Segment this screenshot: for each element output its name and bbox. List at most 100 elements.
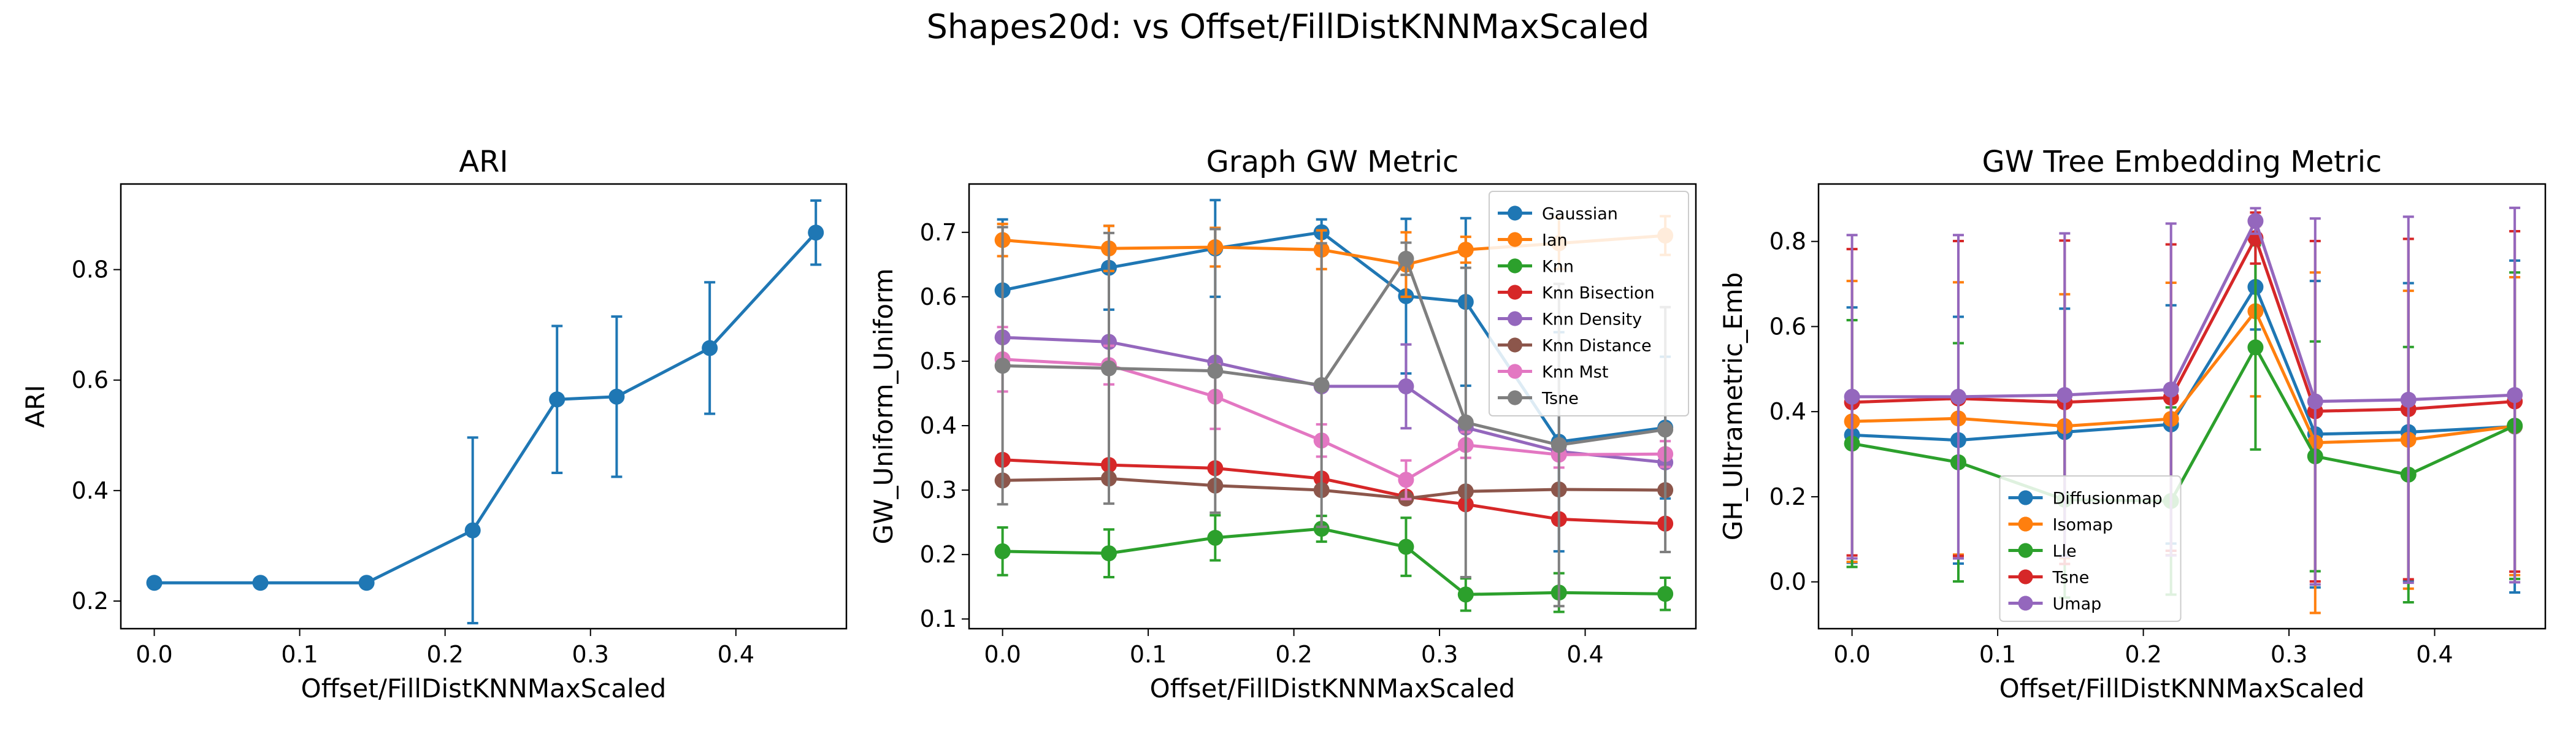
series-group [146,199,824,624]
data-point [1457,242,1474,258]
x-tick-label: 0.3 [572,641,609,668]
y-tick-label: 0.5 [920,348,957,375]
series-line [1852,236,2515,413]
data-point [2247,339,2264,356]
series-line [1002,477,1666,500]
legend-label: Tsne [2052,569,2090,588]
series-knn [994,514,1674,613]
data-point [994,358,1011,374]
y-tick-label: 0.8 [1769,228,1806,255]
x-tick-label: 0.4 [718,641,754,668]
data-point [1457,586,1474,603]
legend-item: Tsne [1498,389,1579,408]
x-axis-label: Offset/FillDistKNNMaxScaled [1999,673,2365,703]
x-axis-label: Offset/FillDistKNNMaxScaled [301,673,667,703]
legend-marker [1508,205,1522,221]
legend-marker [1508,390,1522,405]
legend-item: Knn Distance [1498,337,1652,356]
data-point [702,340,718,356]
legend-item: Umap [2008,595,2102,614]
y-tick-label: 0.7 [920,219,957,246]
y-axis-label: GW_Uniform_Uniform [868,269,899,545]
series-line [1852,285,2515,442]
legend-label: Knn Bisection [1542,284,1655,303]
legend-label: Lle [2053,542,2077,561]
legend-label: Knn Distance [1542,337,1652,356]
legend-item: Knn Bisection [1498,284,1655,303]
legend-item: Gaussian [1498,205,1618,224]
legend-item: Knn Density [1498,310,1642,329]
legend-marker [1508,364,1522,379]
data-point [2163,381,2179,398]
y-tick-label: 0.1 [920,605,957,632]
y-tick-label: 0.2 [72,588,109,615]
series-umap [1844,206,2523,586]
legend-item: Ian [1498,231,1568,250]
x-tick-label: 0.2 [2125,641,2161,668]
x-tick-label: 0.2 [1275,641,1312,668]
x-tick-label: 0.3 [2271,641,2307,668]
subplot-1: ARI 0.0 0.1 0.2 0.3 0.4 0.2 0.4 0.6 0.8 Offset/Fil… [20,145,848,703]
x-tick-label: 0.2 [426,641,463,668]
legend-marker [1508,311,1522,326]
data-point [146,575,163,591]
x-tick-label: 0.1 [1130,641,1167,668]
data-point [2400,391,2417,408]
data-point [1100,545,1117,562]
legend-marker [2018,543,2033,558]
series-group [1844,206,2523,615]
data-point [464,522,481,539]
y-tick-label: 0.0 [1769,569,1806,596]
legend-label: Tsne [1541,389,1579,408]
subplot-title: Graph GW Metric [1206,145,1459,179]
figure-suptitle: Shapes20d: vs Offset/FillDistKNNMaxScale… [927,7,1650,46]
data-point [2057,387,2073,404]
y-tick-label: 0.6 [72,367,109,394]
legend-label: Knn Mst [1542,363,1608,382]
x-tick-label: 0.4 [1566,641,1603,668]
data-point [1313,521,1330,537]
legend-item: Diffusionmap [2008,489,2163,508]
series-line [1852,345,2516,503]
data-point [1207,529,1224,546]
data-point [1398,378,1414,394]
legend-box [1999,475,2182,622]
legend-label: Diffusionmap [2053,489,2163,508]
data-point [1950,388,1966,405]
legend-marker [1508,258,1522,274]
data-point [1457,414,1474,431]
y-axis-label: ARI [20,385,50,427]
x-axis-label: Offset/FillDistKNNMaxScaled [1150,673,1516,703]
legend-label: Isomap [2053,516,2114,535]
axes-frame [968,183,1697,630]
legend-label: Gaussian [1542,205,1618,224]
legend-label: Umap [2053,595,2102,614]
legend-label: Knn Density [1542,310,1642,329]
data-point [1657,586,1674,602]
axes-frame [120,183,848,630]
subplot-title: GW Tree Embedding Metric [1982,145,2382,179]
subplot-title: ARI [459,145,508,179]
data-point [994,543,1011,559]
data-point [358,575,375,591]
legend-marker [1508,337,1522,353]
data-point [1398,250,1414,267]
series-line [1002,335,1666,464]
series-1 [146,199,824,624]
data-point [2247,213,2264,229]
data-point [1398,539,1414,555]
series-line [1852,309,2515,445]
data-point [1844,388,1860,405]
series-line [1852,219,2515,403]
subplot-3: GW Tree Embedding Metric 0.0 0.1 0.2 0.3 0.4 0… [1718,145,2547,703]
series-line [1002,527,1666,596]
data-point [1657,421,1674,438]
x-tick-label: 0.1 [1979,641,2016,668]
series-line [154,231,818,585]
legend-item: Knn Mst [1498,363,1608,382]
legend-item: Isomap [2008,516,2114,535]
y-tick-label: 0.8 [72,256,109,283]
data-point [1207,362,1224,379]
